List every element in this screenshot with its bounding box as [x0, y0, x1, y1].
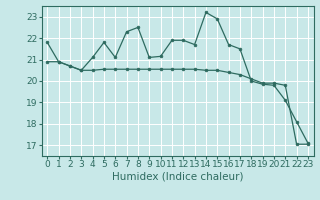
X-axis label: Humidex (Indice chaleur): Humidex (Indice chaleur)	[112, 172, 243, 182]
